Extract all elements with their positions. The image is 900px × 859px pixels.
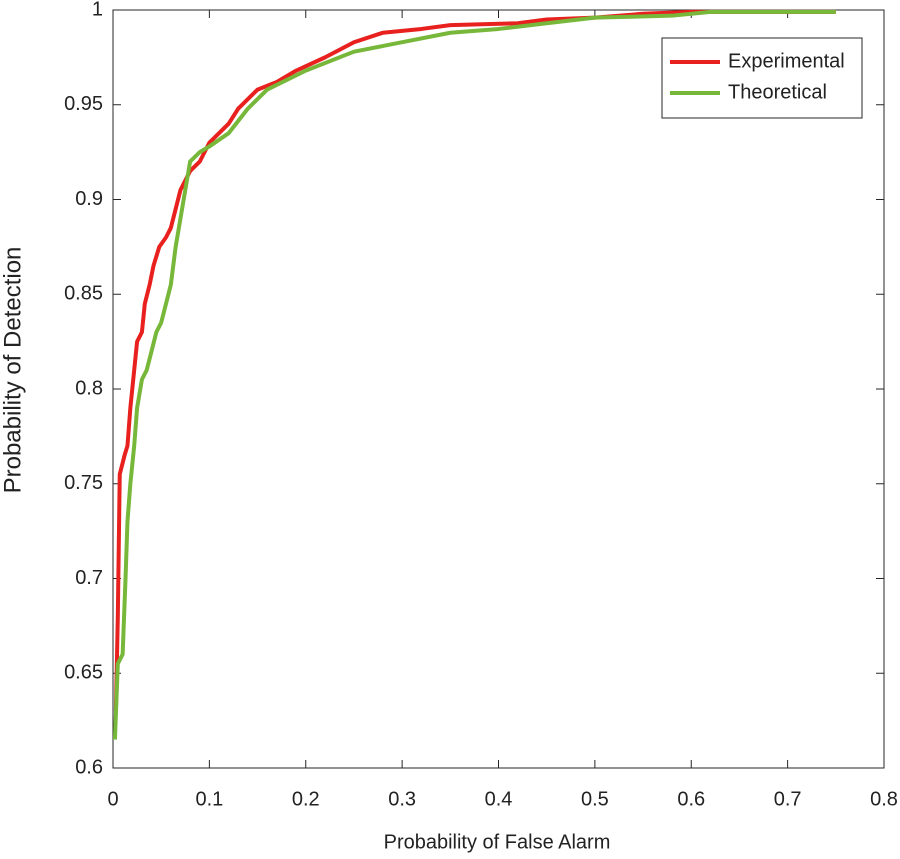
x-tick-label: 0.5	[581, 788, 609, 810]
x-tick-label: 0.8	[870, 788, 898, 810]
y-tick-label: 0.8	[75, 377, 103, 399]
y-tick-label: 0.95	[64, 93, 103, 115]
x-tick-label: 0.3	[388, 788, 416, 810]
y-axis-label: Probability of Detection	[0, 247, 26, 494]
y-tick-label: 0.6	[75, 756, 103, 778]
x-tick-label: 0.7	[774, 788, 802, 810]
y-tick-label: 0.65	[64, 662, 103, 684]
legend-label: Theoretical	[728, 81, 827, 103]
y-tick-label: 1	[92, 0, 103, 20]
legend-box	[661, 37, 863, 119]
x-tick-label: 0	[107, 788, 118, 810]
y-tick-label: 0.85	[64, 283, 103, 305]
y-tick-label: 0.7	[75, 567, 103, 589]
x-tick-label: 0.4	[485, 788, 513, 810]
x-tick-label: 0.6	[677, 788, 705, 810]
line	[112, 9, 836, 740]
y-tick-label: 0.9	[75, 188, 103, 210]
x-axis-label: Probability of False Alarm	[384, 831, 611, 853]
x-tick-label: 0.1	[195, 788, 223, 810]
legend-label: Experimental	[728, 50, 845, 72]
y-tick-label: 0.75	[64, 472, 103, 494]
x-tick-label: 0.2	[292, 788, 320, 810]
